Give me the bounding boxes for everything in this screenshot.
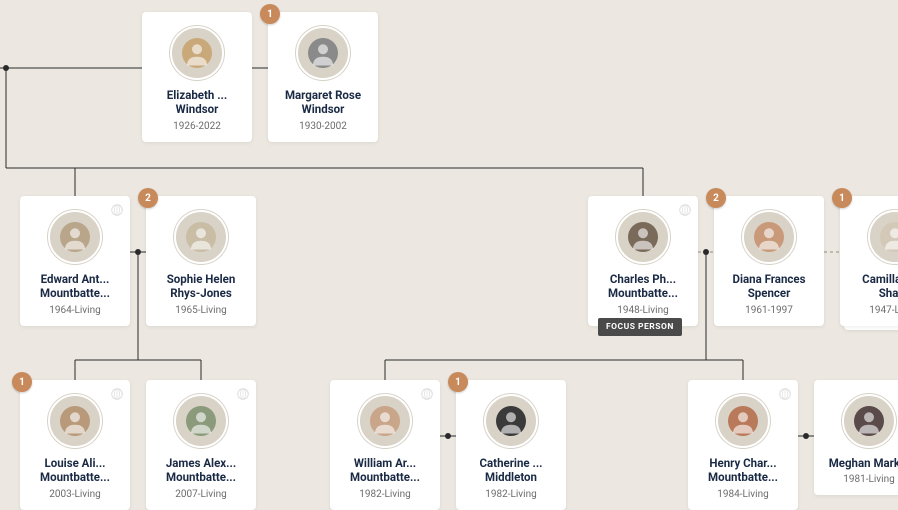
relation-badge: 1 [448, 372, 468, 392]
person-name: William Ar... Mountbatte... [338, 456, 432, 485]
hint-icon [236, 386, 250, 400]
person-dates: 1930-2002 [276, 121, 370, 132]
person-card-elizabeth[interactable]: Elizabeth ... Windsor 1926-2022 [142, 12, 252, 142]
hint-icon [110, 202, 124, 216]
person-card-louise[interactable]: Louise Ali... Mountbatte... 2003-Living [20, 380, 130, 510]
person-card-harry[interactable]: Henry Char... Mountbatte... 1984-Living [688, 380, 798, 510]
person-dates: 1982-Living [464, 489, 558, 500]
person-dates: 2007-Living [154, 489, 248, 500]
person-card-catherine[interactable]: Catherine ... Middleton 1982-Living [456, 380, 566, 510]
hint-icon [110, 386, 124, 400]
avatar [48, 210, 102, 264]
person-dates: 1982-Living [338, 489, 432, 500]
avatar [358, 394, 412, 448]
person-name: Camilla Ro... Shand [848, 272, 898, 301]
person-name: Louise Ali... Mountbatte... [28, 456, 122, 485]
avatar [174, 210, 228, 264]
person-card-william[interactable]: William Ar... Mountbatte... 1982-Living [330, 380, 440, 510]
family-tree-canvas[interactable]: Elizabeth ... Windsor 1926-2022 Margaret R… [0, 0, 898, 500]
avatar [742, 210, 796, 264]
person-card-sophie[interactable]: Sophie Helen Rhys-Jones 1965-Living [146, 196, 256, 326]
avatar [170, 26, 224, 80]
person-name: Henry Char... Mountbatte... [696, 456, 790, 485]
person-dates: 1961-1997 [722, 305, 816, 316]
avatar [716, 394, 770, 448]
person-name: Edward Ant... Mountbatte... [28, 272, 122, 301]
person-name: Charles Ph... Mountbatte... [596, 272, 690, 301]
person-name: Elizabeth ... Windsor [150, 88, 244, 117]
person-dates: 2003-Living [28, 489, 122, 500]
avatar [174, 394, 228, 448]
relation-badge: 1 [260, 4, 280, 24]
person-card-meghan[interactable]: Meghan Markle 1981-Living [814, 380, 898, 495]
person-card-camilla[interactable]: Camilla Ro... Shand 1947-Living [840, 196, 898, 326]
person-dates: 1964-Living [28, 305, 122, 316]
avatar [616, 210, 670, 264]
avatar [484, 394, 538, 448]
avatar [296, 26, 350, 80]
person-dates: 1948-Living [596, 305, 690, 316]
person-name: Meghan Markle [822, 456, 898, 470]
relation-badge: 2 [138, 188, 158, 208]
person-name: Sophie Helen Rhys-Jones [154, 272, 248, 301]
person-dates: 1981-Living [822, 474, 898, 485]
person-name: James Alex... Mountbatte... [154, 456, 248, 485]
person-card-diana[interactable]: Diana Frances Spencer 1961-1997 [714, 196, 824, 326]
avatar [48, 394, 102, 448]
relation-badge: 1 [12, 372, 32, 392]
relation-badge: 2 [706, 188, 726, 208]
person-dates: 1965-Living [154, 305, 248, 316]
avatar [868, 210, 898, 264]
person-name: Catherine ... Middleton [464, 456, 558, 485]
relation-badge: 1 [832, 188, 852, 208]
person-card-james[interactable]: James Alex... Mountbatte... 2007-Living [146, 380, 256, 510]
person-card-charles[interactable]: Charles Ph... Mountbatte... 1948-Living [588, 196, 698, 326]
person-card-edward[interactable]: Edward Ant... Mountbatte... 1964-Living [20, 196, 130, 326]
person-card-margaret[interactable]: Margaret Rose Windsor 1930-2002 [268, 12, 378, 142]
person-name: Diana Frances Spencer [722, 272, 816, 301]
hint-icon [778, 386, 792, 400]
hint-icon [678, 202, 692, 216]
person-dates: 1984-Living [696, 489, 790, 500]
person-name: Margaret Rose Windsor [276, 88, 370, 117]
person-dates: 1926-2022 [150, 121, 244, 132]
avatar [842, 394, 896, 448]
focus-person-chip: FOCUS PERSON [598, 318, 682, 336]
person-dates: 1947-Living [848, 305, 898, 316]
hint-icon [420, 386, 434, 400]
